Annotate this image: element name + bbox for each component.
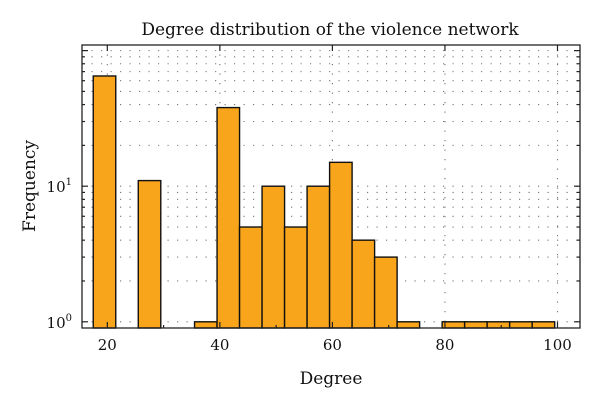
histogram-bar (261, 185, 286, 329)
histogram-bar (216, 106, 241, 329)
histogram-bar (486, 321, 511, 329)
x-tick-label: 40 (210, 336, 229, 354)
x-axis-label: Degree (300, 369, 363, 389)
ticks: 20 40 60 80 100 100 101 (47, 45, 580, 354)
x-tick-label: 100 (543, 336, 572, 354)
histogram-bar (283, 226, 308, 329)
histogram-bar (508, 321, 533, 329)
histogram-bar (463, 321, 488, 329)
histogram-bar (92, 75, 117, 329)
chart-title: Degree distribution of the violence netw… (141, 20, 519, 40)
y-axis-label: Frequency (20, 140, 40, 232)
histogram-bar (396, 321, 421, 329)
histogram-bar (328, 161, 353, 329)
histogram-bar (373, 256, 398, 329)
y-tick-label: 101 (47, 177, 72, 196)
y-tick-label: 100 (47, 313, 72, 332)
histogram-bar (531, 321, 556, 329)
histogram-bar (238, 226, 263, 329)
x-tick-label: 20 (98, 336, 117, 354)
x-tick-label: 60 (323, 336, 342, 354)
bars (92, 75, 556, 329)
x-tick-label: 80 (435, 336, 454, 354)
histogram-bar (137, 179, 162, 329)
histogram-bar (193, 321, 218, 329)
histogram-bar (306, 185, 331, 329)
histogram-bar (351, 239, 376, 329)
